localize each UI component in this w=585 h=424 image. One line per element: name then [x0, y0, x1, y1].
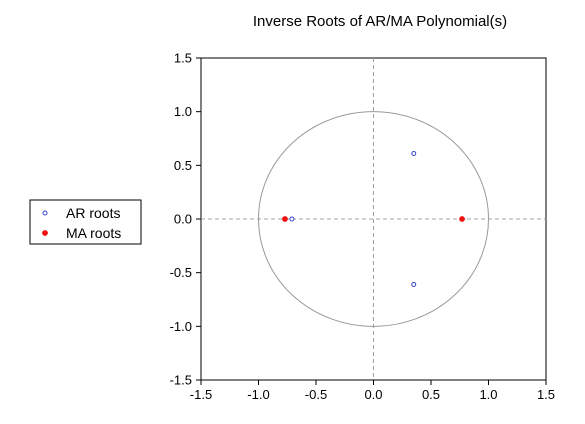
legend-marker-ma	[42, 230, 48, 236]
x-tick-label: -0.5	[305, 387, 327, 402]
legend: AR roots MA roots	[29, 199, 142, 245]
ar-root-point	[411, 151, 417, 157]
chart-title: Inverse Roots of AR/MA Polynomial(s)	[253, 13, 507, 30]
y-tick-label: 0.5	[174, 158, 192, 173]
legend-marker-ar	[42, 210, 48, 216]
y-tick-label: 0.0	[174, 212, 192, 227]
y-tick-label: -1.5	[170, 373, 192, 388]
legend-box	[29, 199, 142, 245]
x-tick-label: 0.5	[422, 387, 440, 402]
ar-root-point	[411, 281, 417, 287]
x-tick-label: -1.5	[190, 387, 212, 402]
axis-ticks: -1.5 -1.0 -0.5 0.0 0.5 1.0 1.5 -1.5 -1.0 -0.5 0.0 0…	[170, 51, 555, 403]
x-tick-label: 0.0	[364, 387, 382, 402]
y-tick-label: -1.0	[170, 319, 192, 334]
x-tick-label: -1.0	[247, 387, 269, 402]
x-tick-label: 1.0	[479, 387, 497, 402]
ma-root-point	[459, 216, 465, 222]
y-tick-label: -0.5	[170, 265, 192, 280]
root-points	[282, 151, 465, 287]
y-tick-label: 1.0	[174, 104, 192, 119]
reference-layer	[201, 58, 546, 380]
ma-root-point	[282, 216, 288, 222]
legend-label-ma: MA roots	[66, 225, 121, 241]
x-tick-label: 1.5	[537, 387, 555, 402]
ar-root-point	[289, 216, 295, 222]
legend-label-ar: AR roots	[66, 205, 120, 221]
y-tick-label: 1.5	[174, 51, 192, 66]
